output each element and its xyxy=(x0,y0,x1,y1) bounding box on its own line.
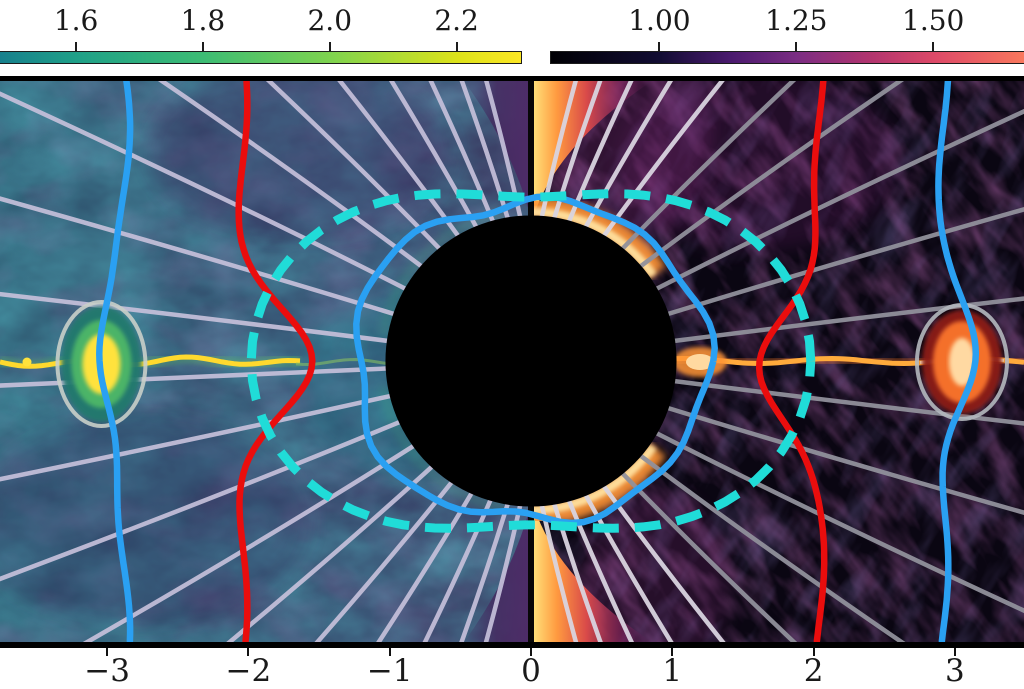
colorbar-tick xyxy=(795,42,798,51)
current-sheet-left xyxy=(0,354,301,369)
field-line xyxy=(635,451,906,642)
x-axis-tick xyxy=(106,648,109,656)
colorbar-tick-label: 1.50 xyxy=(902,4,965,37)
field-line xyxy=(599,81,725,242)
field-line xyxy=(0,91,411,294)
field-line xyxy=(337,81,463,242)
blue-contour-right xyxy=(935,81,980,642)
field-line xyxy=(581,81,674,233)
plot-canvas xyxy=(0,81,1024,642)
x-axis-tick-label: 1 xyxy=(662,653,683,689)
sheet-inner-blob-core xyxy=(686,354,714,370)
x-axis-tick xyxy=(530,648,532,656)
right-funnel-bottom xyxy=(533,504,652,642)
colorbar-tick-label: 1.00 xyxy=(628,4,691,37)
field-line xyxy=(651,108,1024,294)
right-colorbar-gradient xyxy=(551,52,1024,63)
field-line xyxy=(565,495,635,642)
red-contour-right xyxy=(755,81,828,642)
field-line xyxy=(422,494,495,642)
right-funnel-top xyxy=(533,81,652,218)
field-line xyxy=(428,81,497,227)
x-axis-tick-label: 2 xyxy=(803,653,824,689)
field-line xyxy=(538,81,578,222)
colorbar-tick xyxy=(932,42,935,51)
field-line xyxy=(459,498,512,642)
blue-contour-circle xyxy=(353,193,718,527)
red-contour-left xyxy=(235,81,316,642)
field-line xyxy=(635,81,905,271)
right-colorbar: 1.00 1.25 1.50 xyxy=(550,4,1024,64)
colorbar-tick xyxy=(658,42,661,51)
mini-plasmoid xyxy=(22,357,32,367)
x-axis-tick xyxy=(671,648,674,656)
left-colorbar-gradient xyxy=(0,52,521,63)
black-hole-shadow xyxy=(385,215,677,507)
rim-teal-arc xyxy=(378,385,507,514)
x-axis-tick xyxy=(388,648,391,656)
x-axis-tick xyxy=(247,648,250,656)
field-line xyxy=(550,81,603,224)
x-axis-tick-label: −2 xyxy=(225,653,272,689)
plasmoid-contour xyxy=(55,300,148,428)
field-lines-left xyxy=(0,81,524,642)
blue-contour-left xyxy=(96,81,134,642)
field-line xyxy=(662,207,1024,318)
x-axis-tick xyxy=(812,648,815,656)
x-axis-tick-label: −3 xyxy=(84,653,130,689)
field-line xyxy=(565,81,634,227)
field-line xyxy=(581,489,674,642)
colorbar-tick-label: 1.25 xyxy=(765,4,828,37)
x-axis-tick-label: 0 xyxy=(521,653,541,689)
main-panel xyxy=(0,76,1024,648)
x-axis-tick-label: 3 xyxy=(945,653,965,689)
rim-glow-inner xyxy=(533,443,657,515)
field-line xyxy=(226,461,438,642)
field-line xyxy=(82,441,419,642)
x-axis-tick xyxy=(953,648,956,656)
field-line xyxy=(483,500,524,642)
field-line xyxy=(0,418,405,582)
colorbar-tick xyxy=(201,42,204,51)
black-hole-disk xyxy=(385,215,677,507)
field-line xyxy=(617,468,798,642)
field-line xyxy=(0,291,393,344)
field-line xyxy=(0,196,400,318)
x-axis-tick-label: −1 xyxy=(366,653,413,689)
field-line xyxy=(651,428,1024,614)
field-line xyxy=(550,498,603,642)
colorbar-tick-label: 2.2 xyxy=(434,4,479,37)
plasmoid xyxy=(948,338,975,386)
field-line xyxy=(314,476,457,642)
colorbar-tick-label: 1.6 xyxy=(53,4,99,37)
left-funnel-top xyxy=(464,81,531,218)
field-line xyxy=(484,81,524,222)
colorbar-tick xyxy=(455,42,458,51)
field-line xyxy=(538,500,579,642)
field-line xyxy=(0,392,396,482)
rim-glow-inner xyxy=(533,207,657,279)
field-line xyxy=(459,81,512,224)
x-axis: −3 −2 −1 0 1 2 3 xyxy=(0,648,1024,689)
left-funnel-bottom xyxy=(464,504,531,642)
colorbar-tick-label: 1.8 xyxy=(180,4,226,37)
colorbar-tick-label: 2.0 xyxy=(307,4,353,37)
colorbar-tick xyxy=(75,42,78,51)
dashed-stagnation-contour xyxy=(246,189,816,533)
field-line xyxy=(157,81,427,271)
left-colorbar: 1.6 1.8 2.0 2.2 xyxy=(0,4,522,64)
contour-overlays xyxy=(96,81,980,642)
field-line xyxy=(599,480,726,642)
colorbar-tick xyxy=(328,42,331,51)
field-line xyxy=(376,487,477,642)
field-line xyxy=(662,404,1024,515)
field-line xyxy=(388,81,481,233)
